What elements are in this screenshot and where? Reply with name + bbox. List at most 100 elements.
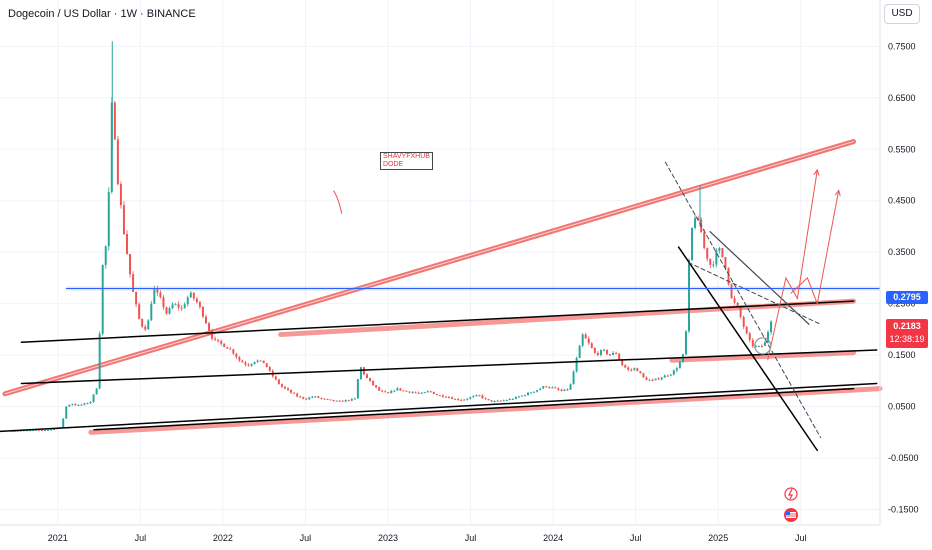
event-icons[interactable] bbox=[784, 487, 798, 522]
candle bbox=[359, 366, 362, 381]
text-annotation[interactable]: SHAVYFXHUB DODE bbox=[380, 152, 433, 170]
projection-arrow-2[interactable] bbox=[790, 190, 840, 306]
candle bbox=[478, 394, 481, 397]
black-mid-line[interactable] bbox=[20, 349, 878, 385]
candle bbox=[770, 320, 773, 335]
red-support-band-mid[interactable] bbox=[278, 298, 857, 338]
candle-body bbox=[323, 398, 326, 400]
candle-body bbox=[660, 377, 663, 380]
black-upper-line[interactable] bbox=[20, 300, 855, 344]
candle-body bbox=[98, 333, 101, 389]
candle bbox=[259, 360, 262, 362]
candle-body bbox=[530, 392, 533, 394]
candle-body bbox=[448, 397, 451, 399]
candle-body bbox=[712, 264, 715, 266]
candle bbox=[448, 395, 451, 399]
candle bbox=[572, 370, 575, 385]
candle-body bbox=[235, 353, 238, 358]
candle-body bbox=[709, 258, 712, 265]
candle bbox=[293, 392, 296, 394]
candle-body bbox=[590, 343, 593, 349]
candle bbox=[748, 331, 751, 343]
candle bbox=[277, 378, 280, 385]
candle-body bbox=[31, 430, 34, 432]
candle bbox=[633, 367, 636, 371]
candle-body bbox=[642, 373, 645, 378]
candle-body bbox=[730, 284, 733, 299]
candle-body bbox=[691, 227, 694, 261]
red-trend-line-center[interactable] bbox=[4, 141, 855, 395]
candle-body bbox=[381, 390, 384, 392]
candle bbox=[402, 390, 405, 392]
candle bbox=[554, 386, 557, 389]
candle bbox=[119, 181, 122, 209]
projection-arrow-1[interactable] bbox=[767, 169, 818, 361]
candle-body bbox=[724, 257, 727, 269]
candle-body bbox=[408, 391, 411, 393]
wedge-line[interactable] bbox=[709, 231, 810, 325]
candle bbox=[220, 339, 223, 346]
candle-body bbox=[484, 398, 487, 400]
candle bbox=[590, 341, 593, 349]
candle-body bbox=[767, 332, 769, 343]
candle-body bbox=[214, 338, 217, 340]
candle-body bbox=[262, 360, 265, 364]
candle bbox=[350, 398, 353, 402]
candle bbox=[86, 402, 89, 405]
symbol-title[interactable]: Dogecoin / US Dollar · 1W · BINANCE bbox=[8, 8, 196, 20]
candle bbox=[208, 321, 211, 332]
candle bbox=[229, 346, 232, 350]
candle-body bbox=[694, 218, 697, 228]
candle bbox=[356, 378, 359, 399]
candle-body bbox=[89, 401, 92, 404]
time-axis[interactable]: 2021 Jul 2022 Jul 2023 Jul 2024 Jul 2025 Jul bbox=[48, 533, 807, 543]
candle bbox=[189, 291, 192, 298]
candle bbox=[74, 403, 77, 406]
candle-body bbox=[715, 250, 718, 265]
lightning-event-icon[interactable] bbox=[784, 487, 798, 501]
red-support-band-lower[interactable] bbox=[88, 386, 883, 435]
candle-body bbox=[581, 334, 584, 346]
time-tick-label: Jul bbox=[630, 533, 642, 543]
candle bbox=[274, 375, 277, 381]
candle bbox=[745, 325, 748, 335]
highlight-circle[interactable] bbox=[754, 337, 772, 355]
black-support-line[interactable] bbox=[0, 382, 878, 433]
candle-body bbox=[250, 363, 253, 366]
candle-body bbox=[116, 139, 119, 185]
candle-body bbox=[615, 352, 618, 354]
candle-body bbox=[384, 391, 387, 393]
red-support-band-short[interactable] bbox=[669, 350, 857, 363]
candle bbox=[520, 395, 523, 397]
candle-body bbox=[490, 400, 493, 402]
candle bbox=[101, 264, 104, 336]
candle bbox=[138, 302, 141, 320]
price-tick-label: 0.1500 bbox=[888, 350, 916, 360]
candle-body bbox=[16, 430, 19, 432]
candle bbox=[396, 386, 399, 391]
black-descending-line[interactable] bbox=[677, 246, 819, 452]
candle bbox=[657, 377, 660, 381]
candle-body bbox=[633, 368, 636, 370]
red-curve-mark[interactable] bbox=[333, 190, 343, 214]
black-support-line-inner[interactable] bbox=[93, 387, 855, 431]
candle-body bbox=[560, 389, 563, 392]
candle-body bbox=[444, 396, 447, 398]
candle-body bbox=[80, 404, 83, 406]
candle bbox=[250, 363, 253, 367]
candle-body bbox=[217, 339, 220, 342]
candle bbox=[183, 302, 186, 309]
dashed-descending-line[interactable] bbox=[664, 161, 822, 438]
candle bbox=[469, 396, 472, 400]
candle bbox=[411, 391, 414, 394]
candle bbox=[672, 369, 675, 376]
candle-body bbox=[359, 367, 362, 380]
candle-body bbox=[684, 331, 687, 355]
candle-body bbox=[226, 346, 229, 349]
candle-body bbox=[132, 274, 135, 292]
candle bbox=[718, 246, 721, 254]
candle-body bbox=[545, 386, 548, 388]
currency-button[interactable]: USD bbox=[884, 4, 920, 24]
candle bbox=[40, 429, 43, 432]
